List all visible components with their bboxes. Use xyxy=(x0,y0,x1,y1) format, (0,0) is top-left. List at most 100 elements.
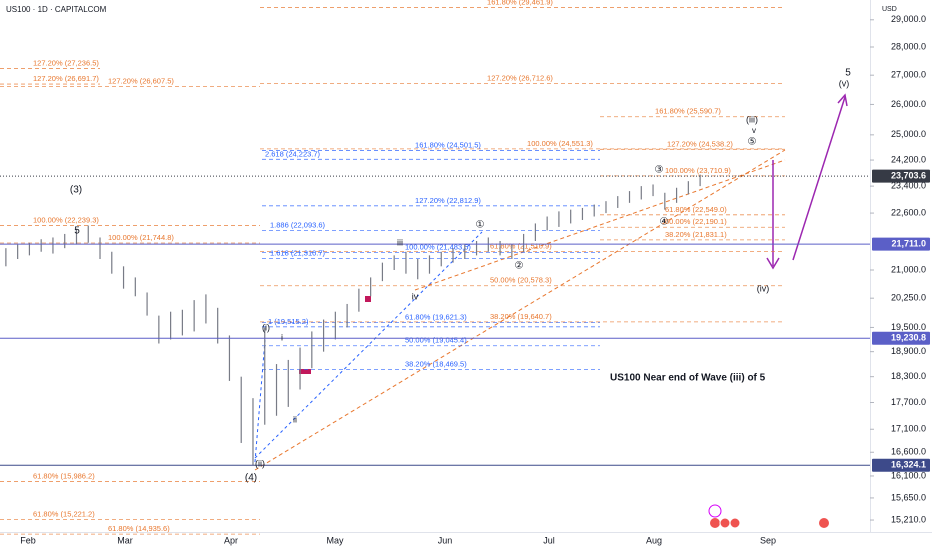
x-tick-label: Feb xyxy=(20,535,36,545)
fib-label: 1.886 (22,093.6) xyxy=(270,221,326,230)
wave-label: ① xyxy=(476,220,485,231)
fib-label: 100.00% (21,744.8) xyxy=(108,233,174,242)
y-tick-label: 18,300.0 xyxy=(891,371,926,381)
wave-label: ⑤ xyxy=(748,137,757,148)
price-label: 19,230.8 xyxy=(891,333,926,343)
wave-label: iii xyxy=(397,237,403,247)
fib-label: 38.20% (21,831.1) xyxy=(665,230,727,239)
fib-label: 127.20% (26,691.7) xyxy=(33,74,99,83)
x-tick-label: Aug xyxy=(646,535,662,545)
fib-label: 127.20% (27,236.5) xyxy=(33,58,99,67)
wave-label: ③ xyxy=(655,165,664,176)
wave-label: iv xyxy=(412,291,419,301)
fib-label: 1.618 (21,310.7) xyxy=(270,249,326,258)
fib-label: 127.20% (26,712.6) xyxy=(487,73,553,82)
fib-label: 127.20% (24,538.2) xyxy=(667,139,733,148)
event-icon[interactable] xyxy=(729,517,741,529)
price-label: 21,711.0 xyxy=(891,239,926,249)
fib-label: 161.80% (29,461.9) xyxy=(487,0,553,7)
y-tick-label: 19,500.0 xyxy=(891,322,926,332)
fib-label: 61.80% (19,621.3) xyxy=(405,313,467,322)
y-tick-label: 22,600.0 xyxy=(891,207,926,217)
y-tick-label: 27,000.0 xyxy=(891,70,926,80)
y-tick-label: 23,400.0 xyxy=(891,180,926,190)
y-tick-label: 16,600.0 xyxy=(891,447,926,457)
x-tick-label: Jun xyxy=(438,535,453,545)
fib-label: 50.00% (19,045.4) xyxy=(405,336,467,345)
fib-label: 161.80% (25,590.7) xyxy=(655,107,721,116)
trend-line xyxy=(254,149,786,471)
y-tick-label: 25,000.0 xyxy=(891,129,926,139)
fib-label: 61.80% (15,986.2) xyxy=(33,471,95,480)
wave-label: (iii) xyxy=(746,114,758,124)
wave-label: 5 xyxy=(845,68,851,79)
arrow-head xyxy=(766,257,780,270)
fib-label: 61.80% (21,510.9) xyxy=(490,241,552,250)
y-tick-label: 21,000.0 xyxy=(891,264,926,274)
y-tick-label: 29,000.0 xyxy=(891,14,926,24)
fib-label: 50.00% (20,578.3) xyxy=(490,276,552,285)
fib-label: 61.80% (22,549.0) xyxy=(665,205,727,214)
currency: USD xyxy=(882,6,897,13)
x-tick-label: May xyxy=(326,535,344,545)
fib-label: 127.20% (22,812.9) xyxy=(415,196,481,205)
marker xyxy=(299,369,311,374)
price-label-box xyxy=(872,331,930,345)
y-tick-label: 15,650.0 xyxy=(891,492,926,502)
event-icon[interactable] xyxy=(710,518,720,528)
x-tick-label: Jul xyxy=(543,535,555,545)
wave-label: (iv) xyxy=(757,283,770,293)
price-label-box xyxy=(872,237,930,251)
y-tick-label: 18,900.0 xyxy=(891,346,926,356)
y-tick-label: 26,000.0 xyxy=(891,99,926,109)
y-tick-label: 15,210.0 xyxy=(891,514,926,524)
wave-label: (ii) xyxy=(255,458,265,468)
wave-label: ④ xyxy=(660,217,669,228)
fib-label: 61.80% (15,221.2) xyxy=(33,509,95,518)
y-tick-label: 24,200.0 xyxy=(891,154,926,164)
wave-label: (3) xyxy=(70,185,82,196)
trend-line xyxy=(414,159,786,291)
fib-label: 61.80% (14,935.6) xyxy=(108,524,170,533)
trend-line xyxy=(254,339,266,463)
arrow-head xyxy=(837,93,848,107)
price-label: 23,703.6 xyxy=(891,170,926,180)
wave-label: (4) xyxy=(245,473,257,484)
fib-label: 127.20% (26,607.5) xyxy=(108,77,174,86)
fib-label: 1 (19,515.2) xyxy=(268,317,309,326)
arrow xyxy=(792,96,846,261)
event-icon[interactable] xyxy=(719,517,731,529)
fib-label: 2.618 (24,223.7) xyxy=(265,149,321,158)
fib-label: 100.00% (21,483.5) xyxy=(405,242,471,251)
fib-label: 38.20% (19,640.7) xyxy=(490,312,552,321)
y-tick-label: 28,000.0 xyxy=(891,41,926,51)
price-label: 16,324.1 xyxy=(891,460,926,470)
price-label-box xyxy=(872,169,930,183)
y-tick-label: 16,100.0 xyxy=(891,470,926,480)
price-label-box xyxy=(872,458,930,472)
x-tick-label: Sep xyxy=(760,535,776,545)
fib-label: 50.00% (22,190.1) xyxy=(665,217,727,226)
y-tick-label: 17,700.0 xyxy=(891,397,926,407)
y-tick-label: 17,100.0 xyxy=(891,424,926,434)
wave-label: ii xyxy=(293,414,297,424)
fib-label: 100.00% (22,239.3) xyxy=(33,216,99,225)
x-tick-label: Mar xyxy=(117,535,133,545)
wave-label: 5 xyxy=(74,226,80,237)
wave-label: (v) xyxy=(839,78,850,88)
event-icon[interactable] xyxy=(819,518,829,528)
trend-line xyxy=(254,231,483,459)
wave-label: v xyxy=(752,126,756,135)
wave-label: ② xyxy=(515,261,524,272)
fib-label: 38.20% (18,469.5) xyxy=(405,360,467,369)
fib-label: 161.80% (24,501.5) xyxy=(415,140,481,149)
annotation: US100 Near end of Wave (iii) of 5 xyxy=(610,373,766,384)
x-tick-label: Apr xyxy=(224,535,238,545)
chart-title: US100 · 1D · CAPITALCOM xyxy=(6,5,107,14)
wave-label: (i) xyxy=(262,322,270,332)
event-icon[interactable] xyxy=(708,504,722,518)
fib-label: 100.00% (24,551.3) xyxy=(527,139,593,148)
wave-label: i xyxy=(281,332,283,342)
